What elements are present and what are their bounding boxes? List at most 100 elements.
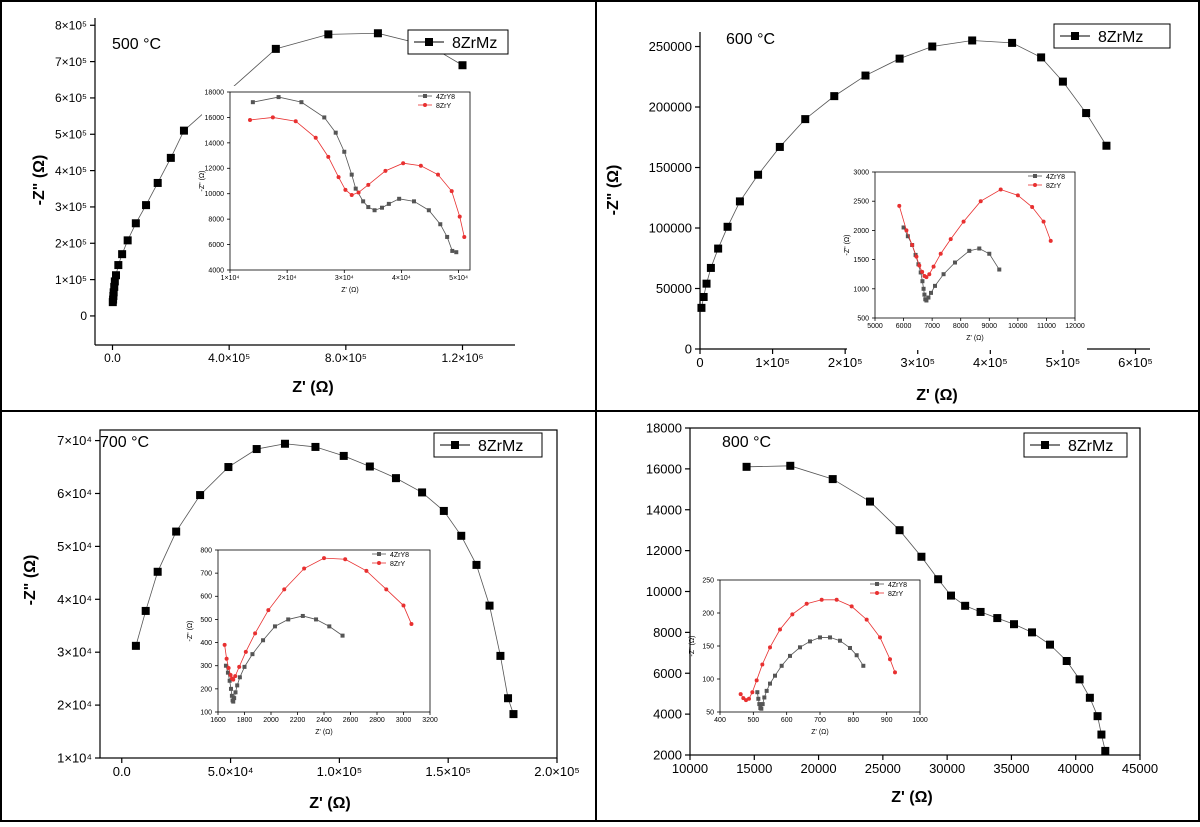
main-data-point [114, 261, 123, 270]
y-tick-label: 4×10⁵ [55, 164, 87, 178]
inset-data-point [904, 228, 909, 233]
main-data-point [472, 560, 481, 569]
inset-legend-label: 8ZrY [1046, 183, 1062, 190]
main-data-point [775, 142, 784, 151]
inset-data-point [322, 115, 327, 120]
inset-x-tick-label: 400 [714, 717, 726, 724]
main-data-point [1037, 53, 1046, 62]
inset-data-point [366, 205, 371, 210]
inset-data-point [302, 566, 307, 571]
y-tick-label: 14000 [646, 502, 682, 517]
inset-data-point [272, 624, 277, 629]
inset-y-axis-label: -Z" (Ω) [187, 621, 194, 642]
inset-data-point [248, 117, 252, 122]
main-data-point [754, 170, 763, 179]
x-tick-label: 15000 [736, 761, 772, 776]
y-tick-label: 2000 [653, 748, 682, 763]
inset-y-tick-label: 10000 [205, 191, 225, 198]
main-data-point [439, 506, 448, 515]
inset-y-tick-label: 16000 [205, 115, 225, 122]
inset-data-point [326, 154, 331, 159]
inset-x-tick-label: 5×10⁴ [449, 275, 468, 282]
inset-data-point [226, 666, 231, 671]
inset-data-point [383, 168, 388, 173]
inset-x-tick-label: 700 [814, 717, 826, 724]
y-tick-label: 2×10⁵ [55, 236, 87, 250]
y-tick-label: 2×10⁴ [57, 698, 92, 713]
main-data-point [131, 641, 140, 650]
main-data-point [1101, 746, 1110, 755]
inset-data-point [233, 690, 238, 695]
inset-data-point [921, 286, 926, 291]
main-data-point [934, 575, 943, 584]
inset-data-point [426, 208, 431, 213]
main-series-group [131, 439, 518, 719]
inset-y-tick-label: 4000 [208, 267, 224, 274]
inset-background [692, 574, 932, 744]
inset-data-point [286, 617, 291, 622]
inset-data-point [343, 557, 348, 562]
inset-y-tick-label: 18000 [205, 89, 225, 96]
legend-label: 8ZrMz [452, 35, 497, 52]
main-data-point [1093, 712, 1102, 721]
inset-data-point [897, 203, 902, 208]
inset-data-point [747, 696, 751, 701]
main-series-group [697, 36, 1111, 312]
inset-data-point [901, 225, 906, 230]
main-data-point [976, 607, 985, 616]
x-tick-label: 10000 [672, 761, 708, 776]
main-data-point [866, 497, 874, 506]
main-data-point [928, 42, 937, 51]
inset-data-point [978, 199, 983, 204]
main-data-point [172, 527, 181, 536]
inset-y-tick-label: 14000 [205, 140, 225, 147]
inset-data-point [998, 187, 1003, 192]
inset-data-point [353, 186, 358, 191]
inset-legend: 4ZrY8 8ZrY [870, 582, 907, 598]
inset-data-point [282, 587, 287, 592]
y-tick-label: 250000 [649, 39, 692, 54]
inset-data-point [819, 597, 824, 602]
inset-legend-label: 8ZrY [888, 591, 904, 598]
y-tick-label: 0 [685, 342, 692, 357]
inset-y-tick-label: 3000 [853, 169, 869, 176]
y-tick-label: 100000 [649, 221, 692, 236]
inset-y-tick-label: 200 [702, 610, 714, 617]
main-data-point [1028, 628, 1036, 637]
inset-data-point [888, 657, 892, 662]
legend: 8ZrMz [1023, 432, 1128, 458]
inset-data-point [445, 234, 450, 239]
inset-y-tick-label: 12000 [205, 166, 225, 173]
inset-data-point [910, 243, 915, 247]
inset-x-tick-label: 12000 [1065, 323, 1085, 330]
inset-data-point [342, 149, 347, 154]
main-data-point [504, 694, 513, 703]
inset-legend-label: 8ZrY [390, 561, 406, 568]
inset-data-point [322, 556, 326, 561]
y-tick-label: 6000 [653, 666, 682, 681]
main-data-point [131, 219, 140, 228]
inset-data-point [228, 686, 233, 691]
x-tick-label: 2.0×10⁵ [534, 764, 580, 779]
inset-data-point [229, 693, 234, 698]
inset-data-point [804, 601, 809, 606]
y-tick-label: 10000 [646, 584, 682, 599]
inset-data-point [225, 670, 230, 675]
x-tick-label: 40000 [1058, 761, 1094, 776]
x-tick-label: 2×10⁵ [828, 355, 863, 370]
inset-legend-label: 4ZrY8 [888, 582, 907, 589]
inset-data-point [397, 196, 402, 201]
inset-x-tick-label: 3200 [422, 717, 438, 724]
inset-x-axis-label: Z' (Ω) [315, 729, 332, 736]
inset-data-point [409, 622, 414, 627]
inset-x-tick-label: 1600 [210, 717, 226, 724]
inset-y-tick-label: 250 [702, 577, 714, 584]
legend-marker [1071, 32, 1079, 40]
main-data-point [141, 606, 150, 615]
inset-plot-frame [229, 91, 471, 271]
main-data-point [224, 463, 233, 472]
y-tick-label: 8×10⁵ [55, 18, 87, 32]
inset-data-point [454, 250, 459, 255]
inset-x-axis-label: Z' (Ω) [966, 335, 983, 342]
